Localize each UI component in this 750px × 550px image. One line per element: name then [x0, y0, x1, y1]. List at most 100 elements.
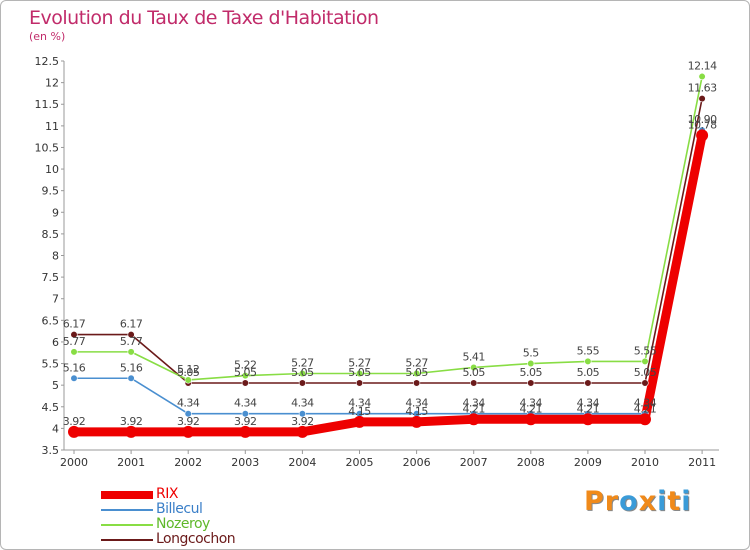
legend-label-nozeroy: Nozeroy — [156, 516, 210, 532]
logo-letter: i — [681, 486, 692, 517]
y-tick-label: 5 — [52, 379, 59, 392]
legend-swatch-rix — [101, 491, 153, 499]
x-tick-label: 2008 — [517, 456, 545, 469]
legend-swatch-nozeroy — [101, 524, 153, 526]
data-point-rix — [125, 425, 138, 438]
plot-area — [64, 61, 719, 450]
data-label-nozeroy: 5.55 — [577, 344, 600, 357]
data-point-rix — [410, 415, 423, 428]
data-label-billecul: 5.16 — [120, 361, 143, 374]
data-label-rix: 4.21 — [634, 402, 657, 415]
legend-label-billecul: Billecul — [156, 501, 203, 517]
x-tick-label: 2007 — [460, 456, 488, 469]
data-label-billecul: 5.16 — [63, 361, 86, 374]
data-point-nozeroy — [413, 369, 421, 378]
data-label-nozeroy: 5.41 — [462, 350, 485, 363]
data-label-longcochon: 5.05 — [234, 366, 257, 379]
data-label-longcochon: 11.63 — [688, 82, 717, 95]
y-tick-label: 12.5 — [35, 55, 60, 68]
x-tick-label: 2010 — [631, 456, 659, 469]
data-point-billecul — [70, 374, 78, 382]
y-tick-label: 6.5 — [42, 314, 60, 327]
x-tick-label: 2003 — [231, 456, 259, 469]
data-label-billecul: 4.34 — [234, 397, 257, 410]
data-label-billecul: 4.34 — [177, 397, 200, 410]
data-point-rix — [467, 413, 480, 426]
data-label-rix: 4.21 — [577, 402, 600, 415]
data-label-nozeroy: 5.27 — [348, 356, 371, 369]
proxiti-logo: Proxiti — [584, 486, 692, 517]
x-tick-label: 2011 — [688, 456, 716, 469]
data-point-nozeroy — [355, 369, 364, 378]
data-label-rix: 4.15 — [348, 405, 371, 418]
data-label-billecul: 4.34 — [462, 397, 485, 410]
logo-letter: P — [584, 486, 605, 517]
y-tick-label: 10 — [45, 163, 59, 176]
x-tick-label: 2004 — [288, 456, 316, 469]
data-label-nozeroy: 5.77 — [63, 335, 86, 348]
data-label-billecul: 10.90 — [688, 113, 717, 126]
data-label-rix: 3.92 — [291, 415, 314, 428]
data-point-rix — [182, 425, 195, 438]
data-point-rix — [639, 413, 651, 426]
data-point-longcochon — [355, 379, 364, 387]
logo-letter: r — [604, 486, 620, 517]
data-label-billecul: 4.34 — [405, 397, 428, 410]
data-label-longcochon: 5.05 — [577, 366, 600, 379]
y-tick-label: 11.5 — [35, 98, 60, 111]
data-point-billecul — [241, 410, 249, 418]
data-label-nozeroy: 5.77 — [120, 335, 143, 348]
chart-title: Evolution du Taux de Taxe d'Habitation — [29, 7, 379, 29]
series-line-rix — [69, 130, 707, 437]
x-tick-label: 2005 — [346, 456, 374, 469]
data-label-nozeroy: 5.55 — [634, 344, 657, 357]
legend-swatch-longcochon — [101, 539, 153, 541]
data-label-billecul: 4.34 — [348, 397, 371, 410]
data-label-longcochon: 5.05 — [520, 366, 543, 379]
data-point-billecul — [298, 410, 307, 418]
legend-label-rix: RIX — [156, 486, 178, 502]
y-tick-label: 4.5 — [42, 401, 60, 414]
data-label-rix: 10.78 — [688, 118, 717, 131]
data-label-nozeroy: 5.27 — [291, 356, 314, 369]
data-label-rix: 4.15 — [405, 405, 428, 418]
data-label-nozeroy: 5.12 — [177, 363, 200, 376]
data-point-billecul — [127, 374, 135, 382]
data-point-longcochon — [127, 330, 135, 339]
y-tick-label: 6 — [52, 336, 59, 349]
y-tick-label: 7.5 — [42, 271, 60, 284]
series-line-nozeroy — [73, 75, 703, 381]
data-point-nozeroy — [584, 357, 592, 365]
series-line-billecul — [73, 129, 703, 415]
y-tick-label: 9 — [52, 206, 59, 219]
data-label-rix: 4.21 — [462, 402, 485, 415]
data-label-rix: 3.92 — [120, 415, 143, 428]
logo-letter: i — [657, 486, 668, 517]
y-tick-label: 11 — [45, 120, 59, 133]
x-tick-label: 2002 — [174, 456, 202, 469]
data-point-nozeroy — [184, 376, 192, 384]
data-point-rix — [524, 413, 537, 426]
y-tick-label: 9.5 — [42, 185, 60, 198]
data-point-rix — [296, 425, 309, 438]
data-label-billecul: 4.34 — [291, 397, 314, 410]
data-point-nozeroy — [70, 348, 78, 356]
data-point-longcochon — [70, 330, 78, 339]
x-tick-label: 2001 — [117, 456, 145, 469]
data-point-nozeroy — [127, 348, 135, 356]
data-point-nozeroy — [470, 363, 478, 372]
data-point-longcochon — [641, 379, 649, 387]
legend-label-longcochon: Longcochon — [156, 531, 236, 547]
data-point-nozeroy — [641, 357, 649, 365]
data-point-rix — [239, 425, 252, 438]
data-point-longcochon — [470, 379, 478, 387]
data-label-longcochon: 5.05 — [348, 366, 371, 379]
data-point-nozeroy — [698, 72, 706, 81]
y-tick-label: 7 — [52, 293, 59, 306]
logo-letter: o — [619, 486, 639, 517]
data-label-nozeroy: 5.27 — [405, 356, 428, 369]
y-tick-label: 8 — [52, 250, 59, 263]
data-label-nozeroy: 5.5 — [523, 347, 539, 360]
data-label-longcochon: 5.05 — [291, 366, 314, 379]
